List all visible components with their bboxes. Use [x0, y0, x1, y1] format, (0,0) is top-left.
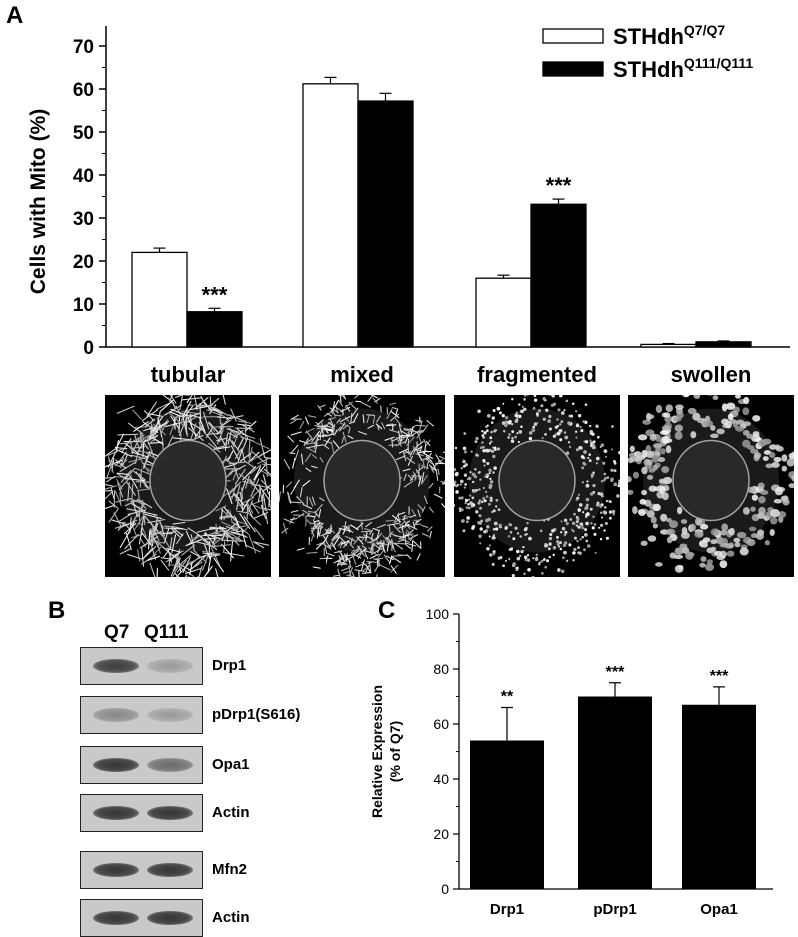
- bar: [470, 741, 544, 890]
- y-tick-label: 60: [433, 716, 449, 732]
- legend-swatch: [543, 62, 603, 76]
- blot-label: Opa1: [212, 756, 250, 773]
- micrograph-swollen: [628, 395, 794, 577]
- legend-swatch: [543, 29, 603, 43]
- y-axis-label: Relative Expression: [369, 685, 385, 818]
- micrograph-label: swollen: [628, 362, 794, 388]
- legend-label: STHdhQ7/Q7: [613, 22, 725, 49]
- y-tick-label: 40: [73, 166, 94, 187]
- blot-label: pDrp1(S616): [212, 706, 300, 723]
- bar: [578, 697, 652, 890]
- y-tick-label: 20: [73, 252, 94, 273]
- y-tick-label: 0: [83, 338, 94, 359]
- blot-column-label: Q111: [144, 622, 188, 644]
- x-tick-label: pDrp1: [593, 901, 636, 918]
- significance-label: ***: [202, 282, 228, 307]
- y-tick-label: 0: [441, 881, 449, 897]
- y-tick-label: 70: [73, 37, 94, 58]
- blot-mfn2: [80, 851, 203, 889]
- y-axis-label: Cells with Mito (%): [27, 109, 50, 295]
- blot-band: [147, 758, 193, 772]
- blot-label: Mfn2: [212, 861, 247, 878]
- blot-band: [147, 659, 193, 673]
- micrograph-tubular: [105, 395, 271, 577]
- blot-band: [93, 659, 139, 673]
- significance-label: **: [501, 689, 514, 706]
- chart-c: 0 20 40 60 80 100 Relative Expression(% of Q7)…: [368, 587, 798, 927]
- significance-label: ***: [606, 664, 625, 681]
- bar: [132, 252, 187, 347]
- blot-band: [93, 863, 139, 877]
- panel-b-label: B: [48, 597, 65, 625]
- chart-a: 0 10 20 30 40 50 60 70 Cells with Mito (%) *** ***…: [0, 0, 798, 380]
- bar: [682, 705, 756, 889]
- micrograph-fragmented: [454, 395, 620, 577]
- blot-band: [93, 911, 139, 925]
- blot-label: Actin: [212, 804, 250, 821]
- y-tick-label: 10: [73, 295, 94, 316]
- blot-band: [93, 758, 139, 772]
- x-tick-label: Drp1: [490, 901, 524, 918]
- significance-label: ***: [710, 668, 729, 685]
- x-tick-label: Opa1: [700, 901, 738, 918]
- y-tick-label: 100: [426, 606, 450, 622]
- blot-band: [93, 708, 139, 722]
- bar: [641, 344, 696, 347]
- blot-band: [147, 708, 193, 722]
- blot-column-label: Q7: [104, 622, 129, 644]
- legend-label: STHdhQ111/Q111: [613, 55, 753, 82]
- blot-actin: [80, 899, 203, 937]
- bar: [187, 312, 242, 347]
- significance-label: ***: [546, 173, 572, 198]
- y-tick-label: 60: [73, 80, 94, 101]
- bar: [696, 342, 751, 347]
- blot-opa1: [80, 746, 203, 784]
- blot-label: Actin: [212, 909, 250, 926]
- blot-band: [93, 806, 139, 820]
- y-axis-label: (% of Q7): [387, 721, 403, 782]
- micrograph-label: tubular: [105, 362, 271, 388]
- blot-band: [147, 911, 193, 925]
- y-tick-label: 80: [433, 661, 449, 677]
- micrograph-label: mixed: [279, 362, 445, 388]
- blot-label: Drp1: [212, 657, 246, 674]
- bar: [303, 84, 358, 347]
- y-tick-label: 30: [73, 209, 94, 230]
- bar: [358, 101, 413, 347]
- blot-actin: [80, 794, 203, 832]
- bar: [476, 278, 531, 347]
- micrograph-label: fragmented: [454, 362, 620, 388]
- y-tick-label: 20: [433, 826, 449, 842]
- blot-pdrp1-s616-: [80, 696, 203, 734]
- y-tick-label: 40: [433, 771, 449, 787]
- blot-drp1: [80, 647, 203, 685]
- y-tick-label: 50: [73, 123, 94, 144]
- blot-band: [147, 806, 193, 820]
- bar: [531, 204, 586, 347]
- micrograph-mixed: [279, 395, 445, 577]
- blot-band: [147, 863, 193, 877]
